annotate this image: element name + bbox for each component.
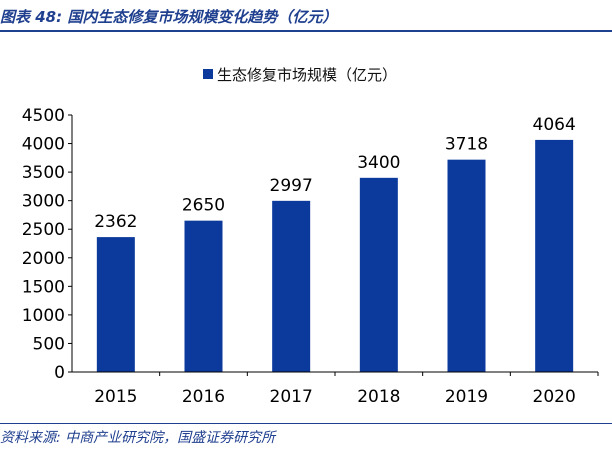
y-tick-label: 1000 (22, 306, 65, 326)
x-axis-labels: 2015 2016 2017 2018 2019 2020 (94, 372, 599, 407)
y-tick-label: 4000 (22, 135, 65, 155)
x-tick-label-2015: 2015 (94, 387, 137, 407)
title-divider (0, 30, 612, 32)
figure-source: 资料来源: 中商产业研究院，国盛证券研究所 (0, 430, 276, 446)
bar-2016 (184, 220, 223, 372)
data-label-2019: 3718 (445, 135, 488, 155)
figure-title: 图表 48: 国内生态修复市场规模变化趋势（亿元） (0, 8, 338, 26)
y-tick-label: 3500 (22, 163, 65, 183)
data-label-2018: 3400 (357, 153, 400, 173)
bars: 2362 2650 2997 3400 3718 4064 (94, 115, 576, 372)
y-axis-ticks: 0 500 1000 1500 2000 2500 3000 3500 4000 4500 (22, 106, 72, 383)
y-tick-label: 2500 (22, 220, 65, 240)
legend-swatch (203, 69, 213, 79)
x-tick-label-2016: 2016 (182, 387, 225, 407)
y-tick-label: 4500 (22, 106, 65, 126)
y-tick-label: 2000 (22, 249, 65, 269)
y-tick-label: 500 (33, 334, 65, 354)
x-tick-label-2019: 2019 (445, 387, 488, 407)
data-label-2017: 2997 (270, 176, 313, 196)
bar-2018 (359, 177, 398, 372)
y-tick-label: 1500 (22, 277, 65, 297)
bar-2020 (535, 139, 574, 372)
source-divider (0, 423, 612, 424)
y-tick-label: 0 (54, 363, 65, 383)
data-label-2016: 2650 (182, 196, 225, 216)
chart-legend: 生态修复市场规模（亿元） (203, 64, 397, 84)
y-tick-label: 3000 (22, 192, 65, 212)
x-tick-label-2018: 2018 (357, 387, 400, 407)
bar-2019 (447, 159, 486, 372)
x-tick-label-2017: 2017 (270, 387, 313, 407)
data-label-2015: 2362 (94, 212, 137, 232)
bar-2017 (272, 200, 311, 372)
x-tick-label-2020: 2020 (533, 387, 576, 407)
data-label-2020: 4064 (533, 115, 576, 135)
legend-label: 生态修复市场规模（亿元） (217, 65, 398, 84)
bar-2015 (96, 237, 135, 372)
